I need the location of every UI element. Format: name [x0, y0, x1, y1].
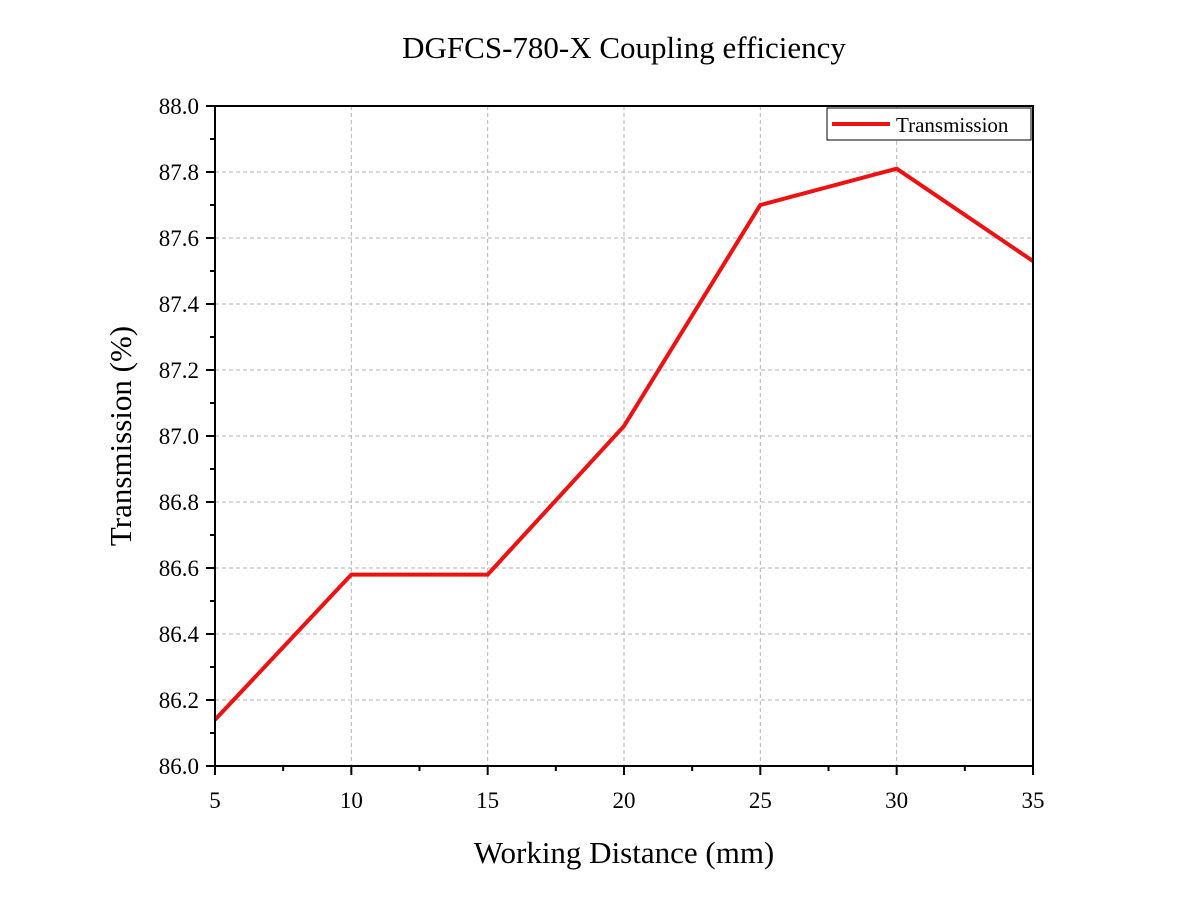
x-tick-label: 25: [749, 788, 772, 813]
y-tick-label: 87.8: [159, 160, 199, 185]
x-tick-label: 15: [476, 788, 499, 813]
grid-lines: [215, 106, 1033, 766]
x-tick-label: 35: [1022, 788, 1045, 813]
axis-ticks: [206, 105, 1034, 775]
y-axis-label: Transmission (%): [103, 326, 138, 546]
y-tick-label: 87.0: [159, 424, 199, 449]
chart-title: DGFCS-780-X Coupling efficiency: [402, 30, 846, 65]
x-tick-label: 30: [885, 788, 908, 813]
y-tick-labels: 86.0 86.2 86.4 86.6 86.8 87.0 87.2 87.4 87.6 87.8…: [159, 94, 200, 779]
legend: Transmission: [826, 107, 1032, 141]
x-tick-labels: 5 10 15 20 25 30 35: [209, 788, 1044, 813]
y-tick-label: 86.8: [159, 490, 199, 515]
x-tick-label: 5: [209, 788, 221, 813]
x-tick-label: 10: [340, 788, 363, 813]
y-tick-label: 86.6: [159, 556, 199, 581]
y-tick-label: 87.4: [159, 292, 200, 317]
x-axis-label: Working Distance (mm): [474, 835, 775, 870]
y-tick-label: 86.2: [159, 688, 199, 713]
y-tick-label: 87.2: [159, 358, 199, 383]
y-tick-label: 88.0: [159, 94, 199, 119]
x-tick-label: 20: [613, 788, 636, 813]
y-tick-label: 86.4: [159, 622, 200, 647]
y-tick-label: 87.6: [159, 226, 199, 251]
y-tick-label: 86.0: [159, 754, 199, 779]
legend-label-transmission: Transmission: [896, 113, 1009, 137]
